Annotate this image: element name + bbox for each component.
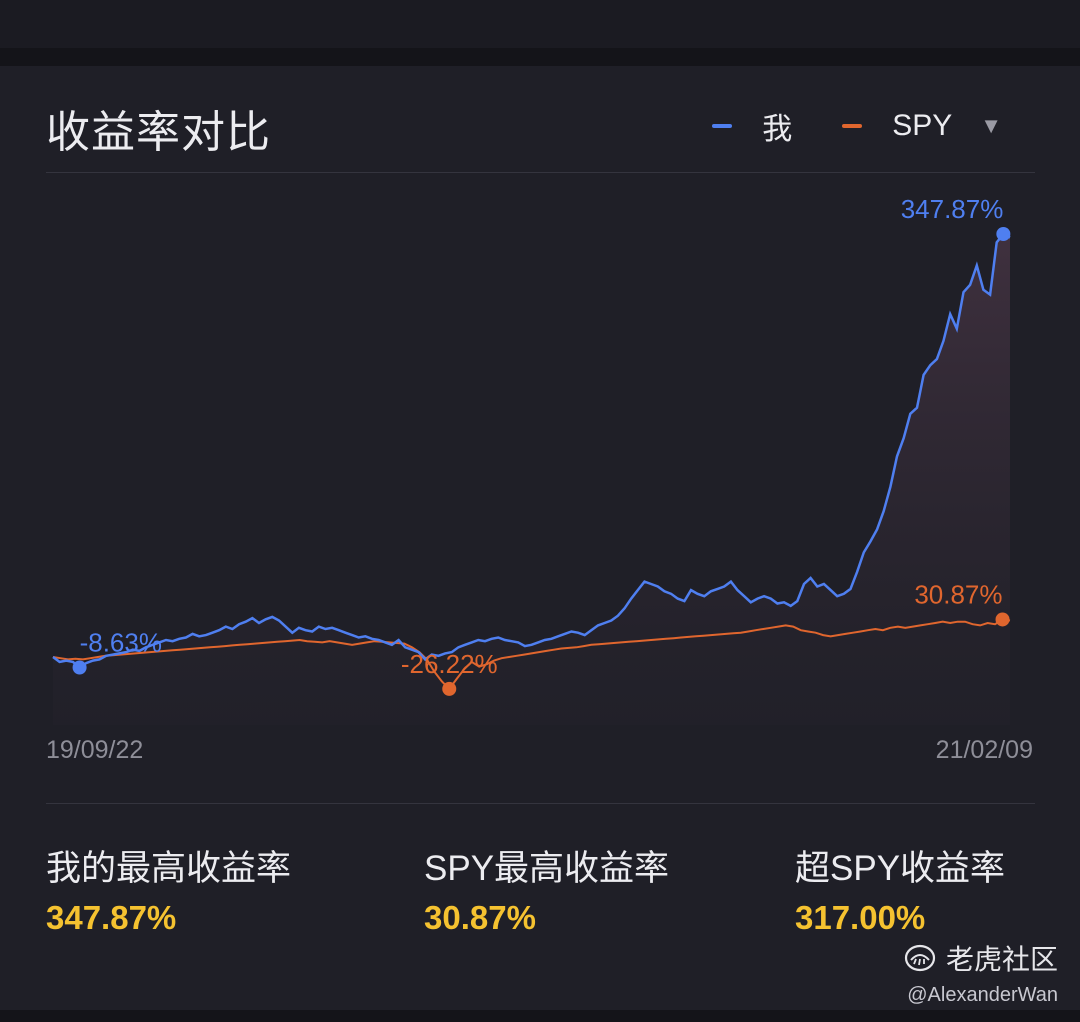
stat-value: 317.00% [795, 899, 926, 936]
stat-value: 30.87% [424, 899, 536, 936]
me-max-point [996, 227, 1011, 241]
watermark-brand: 老虎社区 [945, 944, 1058, 975]
me-area-fill [53, 234, 1010, 725]
spy-min-label: -26.22% [401, 649, 498, 679]
legend-item-spy[interactable]: SPY [842, 109, 952, 143]
me-min-label: -8.63% [80, 627, 162, 657]
card-title: 收益率对比 [46, 108, 271, 157]
legend-swatch-spy [842, 124, 863, 128]
tiger-logo-icon [904, 944, 936, 972]
stat-label: SPY最高收益率 [424, 849, 670, 888]
stat-excess: 超SPY收益率 317.00% [795, 840, 1005, 937]
spy-min-point [442, 681, 457, 696]
me-max-label: 347.87% [901, 194, 1004, 224]
watermark: 老虎社区 [904, 938, 1058, 978]
spy-max-point [995, 612, 1010, 627]
x-axis-start-label: 19/09/22 [46, 736, 143, 764]
stat-spy-max: SPY最高收益率 30.87% [424, 840, 669, 937]
me-series-line [52, 232, 1011, 670]
legend-item-me[interactable]: 我 [712, 104, 792, 148]
spy-series-line [52, 618, 1011, 691]
legend-swatch-me [712, 124, 733, 128]
header-divider [46, 172, 1035, 173]
stat-value: 347.87% [46, 899, 177, 936]
chart-divider [46, 803, 1035, 804]
stat-label: 超SPY收益率 [795, 849, 1006, 888]
me-min-point [72, 660, 87, 675]
legend-label-spy: SPY [892, 109, 953, 142]
stat-my-max: 我的最高收益率 347.87% [46, 840, 291, 937]
watermark-user: @AlexanderWan [907, 984, 1058, 1006]
spy-max-label: 30.87% [914, 579, 1002, 609]
return-chart: 347.87% -8.63% 30.87% -26.22% 19/09/22 2… [46, 194, 1033, 764]
top-bar [0, 0, 1080, 48]
triangle-down-icon[interactable]: ▼ [980, 113, 1002, 138]
stat-label: 我的最高收益率 [46, 849, 292, 888]
x-axis-end-label: 21/02/09 [936, 736, 1033, 764]
legend: 我 SPY ▼ [662, 104, 1002, 148]
legend-label-me: 我 [762, 113, 793, 146]
